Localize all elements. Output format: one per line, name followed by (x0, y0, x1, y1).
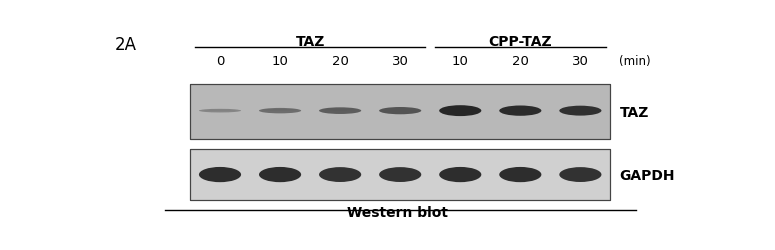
Ellipse shape (259, 108, 301, 114)
Ellipse shape (319, 108, 361, 114)
Ellipse shape (199, 167, 241, 182)
Text: TAZ: TAZ (619, 105, 649, 119)
Text: 10: 10 (452, 54, 469, 67)
Ellipse shape (560, 106, 601, 116)
Ellipse shape (319, 168, 361, 182)
Ellipse shape (324, 109, 356, 111)
Text: 0: 0 (215, 54, 224, 67)
Text: CPP-TAZ: CPP-TAZ (488, 35, 552, 49)
Ellipse shape (499, 106, 542, 116)
Bar (190, 85, 611, 140)
Text: 30: 30 (572, 54, 589, 67)
Ellipse shape (264, 110, 297, 111)
Ellipse shape (560, 168, 601, 182)
Bar (190, 149, 611, 200)
Ellipse shape (439, 106, 481, 117)
Ellipse shape (259, 167, 301, 182)
Text: 10: 10 (271, 54, 288, 67)
Ellipse shape (204, 110, 236, 111)
Text: TAZ: TAZ (295, 35, 325, 49)
Text: GAPDH: GAPDH (619, 168, 675, 182)
Ellipse shape (199, 110, 241, 113)
Bar (190, 85, 611, 140)
Text: 20: 20 (332, 54, 349, 67)
Text: 20: 20 (512, 54, 529, 67)
Bar (190, 149, 611, 200)
Ellipse shape (379, 168, 422, 182)
Text: (min): (min) (619, 54, 651, 67)
Text: 2A: 2A (115, 36, 137, 54)
Ellipse shape (439, 167, 481, 182)
Ellipse shape (499, 167, 542, 182)
Text: 30: 30 (391, 54, 408, 67)
Ellipse shape (379, 108, 422, 115)
Text: Western blot: Western blot (346, 205, 448, 219)
